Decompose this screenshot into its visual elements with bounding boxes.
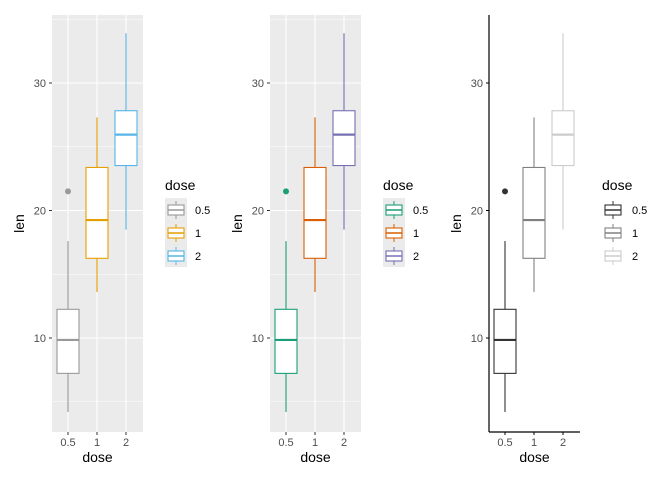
legend-title: dose <box>602 177 633 193</box>
x-axis-title: dose <box>300 449 331 465</box>
x-tick-label: 2 <box>560 437 566 449</box>
y-tick-label: 20 <box>252 206 264 218</box>
y-axis-title: len <box>448 214 464 233</box>
x-tick-label: 1 <box>531 437 537 449</box>
y-tick-label: 20 <box>34 206 46 218</box>
legend-title: dose <box>383 177 414 193</box>
y-axis-title: len <box>11 214 27 233</box>
panel-2: 10 20 30 0.5 1 2 dose len dose 0.5 1 2 <box>229 15 428 465</box>
legend-label: 1 <box>413 228 419 240</box>
y-tick-label: 20 <box>471 206 483 218</box>
legend-label: 1 <box>195 228 201 240</box>
x-tick-label: 0.5 <box>60 437 75 449</box>
box-dose-1 <box>522 166 546 259</box>
y-tick-label: 10 <box>34 333 46 345</box>
outlier-point <box>65 188 71 195</box>
legend-label: 2 <box>632 251 638 263</box>
box-dose-0.5 <box>493 308 517 374</box>
legend-title: dose <box>165 177 196 193</box>
x-tick-label: 0.5 <box>278 437 293 449</box>
x-tick-label: 1 <box>312 437 318 449</box>
y-tick-label: 30 <box>34 78 46 90</box>
legend-label: 2 <box>413 251 419 263</box>
box-dose-1 <box>85 166 109 259</box>
panel-3: 10 20 30 0.5 1 2 dose len dose 0.5 1 2 <box>448 15 647 465</box>
legend-label: 0.5 <box>632 205 647 217</box>
outlier-point <box>283 188 289 195</box>
box-dose-1 <box>303 166 327 259</box>
x-tick-label: 2 <box>123 437 129 449</box>
box-dose-2 <box>332 110 356 167</box>
x-tick-label: 2 <box>341 437 347 449</box>
y-axis-title: len <box>229 214 245 233</box>
panel-1: 10 20 30 0.5 1 2 dose len dose 0.5 1 2 <box>11 15 210 465</box>
legend-label: 1 <box>632 228 638 240</box>
y-tick-label: 10 <box>252 333 264 345</box>
x-tick-label: 1 <box>94 437 100 449</box>
box-dose-0.5 <box>274 308 298 374</box>
x-axis-title: dose <box>519 449 550 465</box>
legend-label: 0.5 <box>413 205 428 217</box>
legend-label: 0.5 <box>195 205 210 217</box>
y-tick-label: 30 <box>252 78 264 90</box>
x-axis-title: dose <box>82 449 113 465</box>
outlier-point <box>502 188 508 195</box>
box-dose-2 <box>551 110 575 167</box>
y-tick-label: 30 <box>471 78 483 90</box>
x-tick-label: 0.5 <box>497 437 512 449</box>
box-dose-0.5 <box>56 308 80 374</box>
y-tick-label: 10 <box>471 333 483 345</box>
legend-label: 2 <box>195 251 201 263</box>
box-dose-2 <box>114 110 138 167</box>
